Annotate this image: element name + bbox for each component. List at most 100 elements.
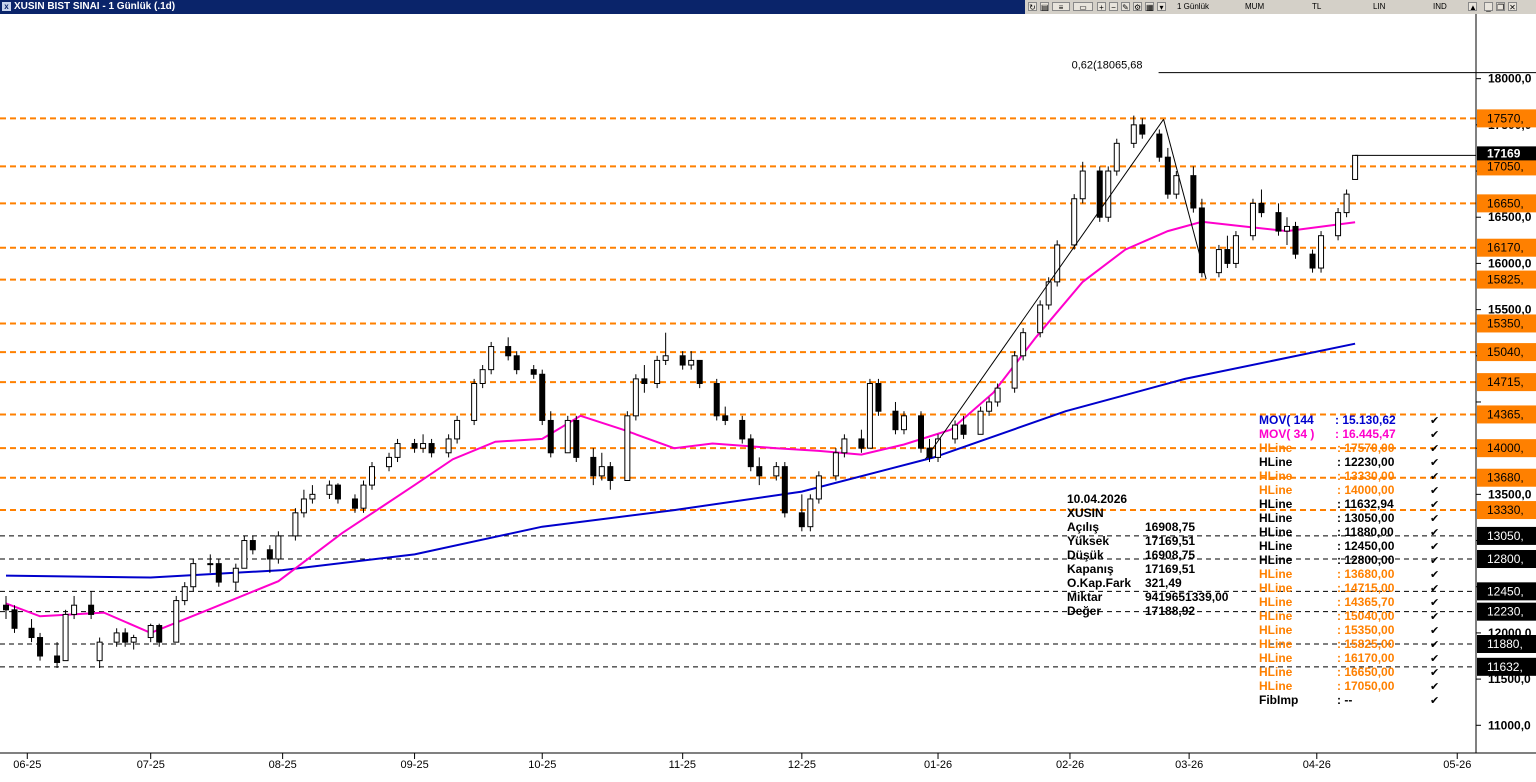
legend-label[interactable]: HLine xyxy=(1259,651,1293,665)
candle-up xyxy=(841,438,848,454)
hline-tag-orange-bg xyxy=(1477,501,1536,520)
legend-label[interactable]: HLine xyxy=(1259,441,1293,455)
close-icon[interactable]: ✕ xyxy=(1508,2,1517,12)
legend-visibility-check-icon[interactable]: ✔ xyxy=(1430,456,1439,469)
legend-label[interactable]: HLine xyxy=(1259,567,1293,581)
candle-down xyxy=(747,438,754,468)
hline-tag-orange: 14000, xyxy=(1487,441,1524,455)
legend-label[interactable]: HLine xyxy=(1259,581,1293,595)
legend-label[interactable]: MOV( 144 xyxy=(1259,413,1314,427)
trendline xyxy=(1163,119,1207,280)
candle-up xyxy=(1215,249,1222,274)
hline-tag-orange: 13330, xyxy=(1487,503,1524,517)
candle-down xyxy=(1275,212,1282,232)
refresh-icon[interactable]: ↻ xyxy=(1028,2,1037,12)
legend-visibility-check-icon[interactable]: ✔ xyxy=(1430,666,1439,679)
info-value: 16908,75 xyxy=(1145,548,1195,562)
period-select[interactable]: 1 Günlük xyxy=(1177,2,1210,11)
candle-up xyxy=(309,493,316,500)
legend-visibility-check-icon[interactable]: ✔ xyxy=(1430,470,1439,483)
chart-type-select[interactable]: MUM xyxy=(1245,2,1265,11)
restore-icon[interactable]: ❐ xyxy=(1496,2,1505,12)
legend-label[interactable]: HLine xyxy=(1259,455,1293,469)
legend-label[interactable]: HLine xyxy=(1259,679,1293,693)
legend-label[interactable]: HLine xyxy=(1259,497,1293,511)
legend-label[interactable]: HLine xyxy=(1259,609,1293,623)
legend-label[interactable]: HLine xyxy=(1259,469,1293,483)
legend-label[interactable]: HLine xyxy=(1259,553,1293,567)
hline-tag-black: 12800, xyxy=(1487,552,1524,566)
candle-up xyxy=(815,475,822,500)
candle-up xyxy=(564,419,571,454)
legend-label[interactable]: HLine xyxy=(1259,637,1293,651)
candle-up xyxy=(445,438,452,454)
draw-icon[interactable]: ✎ xyxy=(1121,2,1130,12)
legend-visibility-check-icon[interactable]: ✔ xyxy=(1430,694,1439,707)
legend-value: : 13050,00 xyxy=(1337,511,1395,525)
candle-down xyxy=(679,355,686,366)
legend-value: : 16.445,47 xyxy=(1335,427,1396,441)
legend-label[interactable]: FibImp xyxy=(1259,693,1298,707)
legend-label[interactable]: HLine xyxy=(1259,511,1293,525)
candle-up xyxy=(300,498,307,514)
x-tick-label: 09-25 xyxy=(401,759,429,771)
legend-value: : 15.130,62 xyxy=(1335,413,1396,427)
x-tick-label: 12-25 xyxy=(788,759,816,771)
legend-label[interactable]: HLine xyxy=(1259,539,1293,553)
scroll-up-icon[interactable]: ▲ xyxy=(1468,2,1477,12)
legend-visibility-check-icon[interactable]: ✔ xyxy=(1430,624,1439,637)
last-price-tag-bg xyxy=(1477,146,1536,161)
candle-down xyxy=(3,604,9,611)
legend-visibility-check-icon[interactable]: ✔ xyxy=(1430,582,1439,595)
legend-visibility-check-icon[interactable]: ✔ xyxy=(1430,554,1439,567)
legend-visibility-check-icon[interactable]: ✔ xyxy=(1430,652,1439,665)
legend-visibility-check-icon[interactable]: ✔ xyxy=(1430,638,1439,651)
candle-up xyxy=(1343,193,1350,214)
legend-value: : 14365,70 xyxy=(1337,595,1395,609)
legend-label[interactable]: HLine xyxy=(1259,525,1293,539)
hline-tag-orange: 17570, xyxy=(1487,111,1524,125)
legend-visibility-check-icon[interactable]: ✔ xyxy=(1430,596,1439,609)
legend-label[interactable]: HLine xyxy=(1259,665,1293,679)
candle-up xyxy=(1284,225,1290,232)
symbol-select-icon[interactable]: ▭ xyxy=(1073,2,1093,12)
legend-visibility-check-icon[interactable]: ✔ xyxy=(1430,610,1439,623)
legend-label[interactable]: HLine xyxy=(1259,623,1293,637)
hline-tag-black: 11632, xyxy=(1487,660,1523,674)
app-icon[interactable]: x xyxy=(2,2,11,11)
legend-label[interactable]: HLine xyxy=(1259,483,1293,497)
candle-down xyxy=(722,415,729,421)
legend-visibility-check-icon[interactable]: ✔ xyxy=(1430,512,1439,525)
legend-visibility-check-icon[interactable]: ✔ xyxy=(1430,540,1439,553)
candle-down xyxy=(428,443,435,454)
candle-down xyxy=(351,498,358,509)
print-icon[interactable]: ▤ xyxy=(1040,2,1049,12)
legend-label[interactable]: MOV( 34 ) xyxy=(1259,427,1314,441)
candle-up xyxy=(688,359,695,366)
zoom-out-icon[interactable]: − xyxy=(1109,2,1118,12)
x-tick-label: 07-25 xyxy=(137,759,165,771)
price-chart[interactable]: 0,62(18065,68 11000,011500,012000,013500… xyxy=(0,14,1536,782)
candle-up xyxy=(130,637,137,643)
legend-visibility-check-icon[interactable]: ✔ xyxy=(1430,526,1439,539)
dropdown-icon[interactable]: ▾ xyxy=(1157,2,1166,12)
legend-visibility-check-icon[interactable]: ✔ xyxy=(1430,442,1439,455)
minimize-icon[interactable]: _ xyxy=(1484,2,1493,12)
currency-select[interactable]: TL xyxy=(1312,2,1322,11)
indicator-select[interactable]: IND xyxy=(1433,2,1447,11)
legend-visibility-check-icon[interactable]: ✔ xyxy=(1430,568,1439,581)
grid-icon[interactable]: ▦ xyxy=(1145,2,1154,12)
zoom-in-icon[interactable]: + xyxy=(1097,2,1106,12)
legend-label[interactable]: HLine xyxy=(1259,595,1293,609)
legend-visibility-check-icon[interactable]: ✔ xyxy=(1430,428,1439,441)
scale-select[interactable]: LIN xyxy=(1373,2,1386,11)
legend-visibility-check-icon[interactable]: ✔ xyxy=(1430,414,1439,427)
legend-visibility-check-icon[interactable]: ✔ xyxy=(1430,680,1439,693)
legend-visibility-check-icon[interactable]: ✔ xyxy=(1430,498,1439,511)
candle-down xyxy=(573,419,580,458)
candle-up xyxy=(173,600,180,643)
settings-icon[interactable]: ⚙ xyxy=(1133,2,1142,12)
template-icon[interactable]: ≡ xyxy=(1052,2,1070,12)
candle-up xyxy=(181,586,188,602)
legend-visibility-check-icon[interactable]: ✔ xyxy=(1430,484,1439,497)
